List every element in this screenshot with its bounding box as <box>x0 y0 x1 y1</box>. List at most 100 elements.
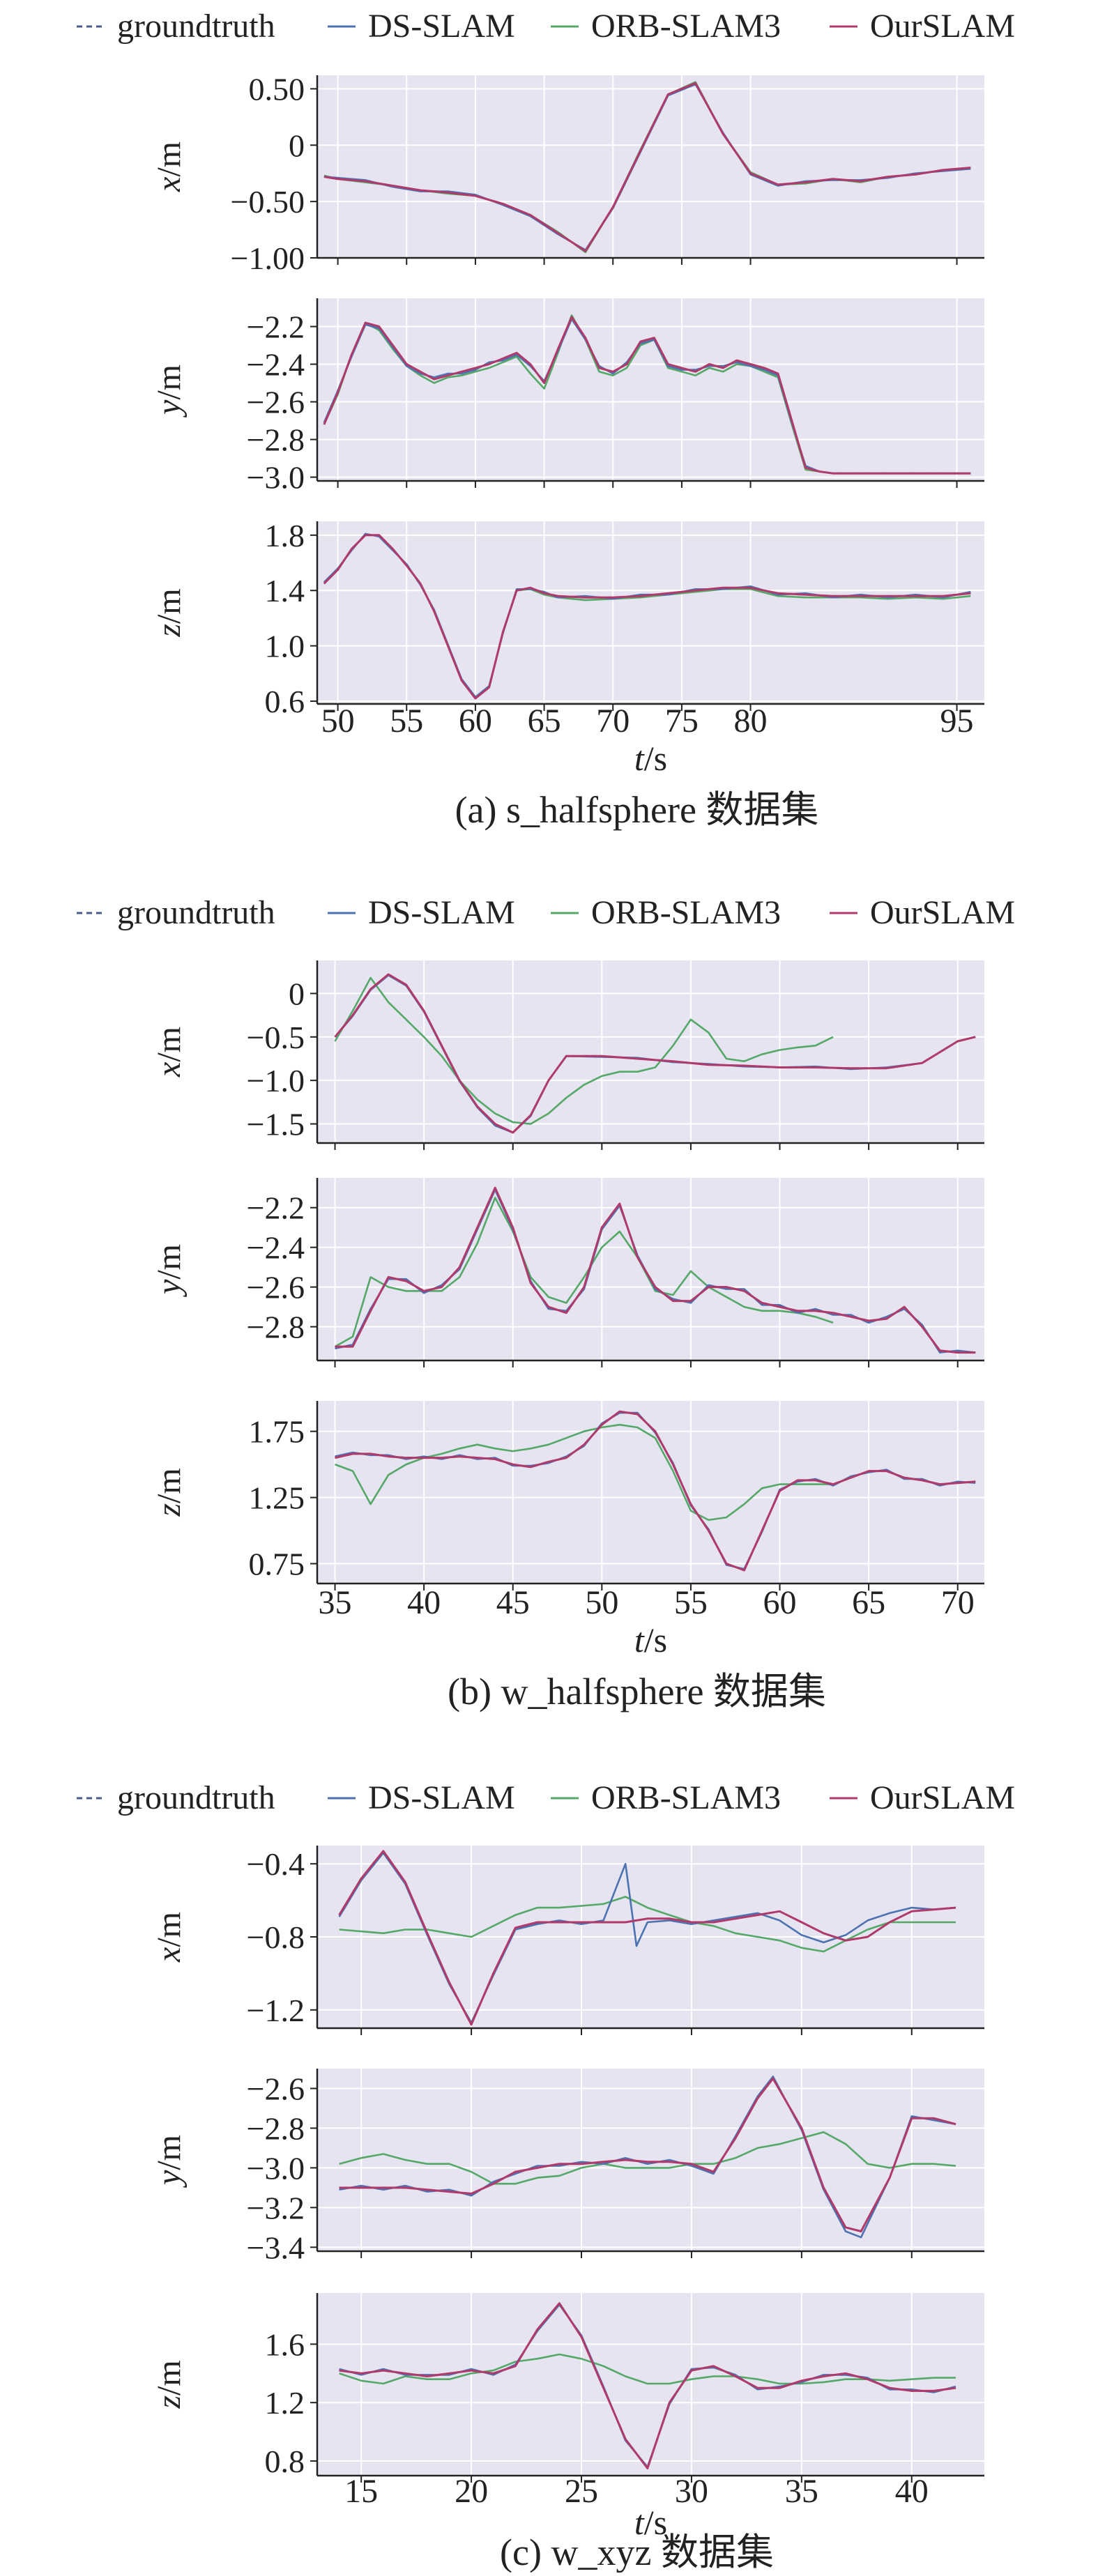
legend-label-ds-slam: DS-SLAM <box>368 8 515 45</box>
panel-x: 0 −0.5 −1.0 −1.5 x/m <box>151 960 984 1150</box>
panel-y: −2.6 −2.8 −3.0 −3.2 −3.4 y/m <box>151 2069 984 2265</box>
y-axis-unit: /m <box>151 2135 188 2170</box>
y-tick-label: −2.8 <box>247 2110 305 2146</box>
y-tick-label: 0 <box>289 976 305 1011</box>
x-tick-label: 65 <box>528 703 561 739</box>
panel-z: 1.6 1.2 0.8 z/m <box>151 2293 984 2483</box>
y-tick-label: −2.4 <box>247 1230 305 1266</box>
legend-label-groundtruth: groundtruth <box>117 894 275 931</box>
y-axis-var: z <box>151 624 188 638</box>
series-line-orb-slam3 <box>334 976 834 1125</box>
legend-label-ds-slam: DS-SLAM <box>368 894 515 931</box>
x-tick-label: 55 <box>390 703 423 739</box>
figure-a: groundtruth DS-SLAM ORB-SLAM3 OurSLAM 0.50 0 −… <box>77 8 1015 831</box>
x-tick-label: 95 <box>940 703 974 739</box>
legend-label-groundtruth: groundtruth <box>117 8 275 45</box>
y-tick-label: −1.2 <box>247 1993 305 2028</box>
y-axis-unit: /m <box>151 141 188 177</box>
x-tick-label: 60 <box>459 703 492 739</box>
y-axis-var: y <box>151 1279 188 1298</box>
legend-label-ourslam: OurSLAM <box>870 1779 1015 1816</box>
legend-label-ds-slam: DS-SLAM <box>368 1779 515 1816</box>
x-tick-label: 70 <box>596 703 630 739</box>
x-axis-unit: /s <box>644 1620 667 1659</box>
series-line-ourslam <box>335 1410 976 1572</box>
y-axis-var: x <box>151 1062 188 1078</box>
figure-caption: (c) w_xyz 数据集 <box>500 2531 774 2573</box>
x-tick-label: 55 <box>674 1584 708 1621</box>
series-line-orb-slam3 <box>339 1896 956 1953</box>
series-line-orb-slam3 <box>323 314 971 475</box>
y-axis-label: y/m <box>151 365 188 418</box>
y-tick-label: 1.6 <box>265 2326 305 2362</box>
y-axis-unit: /m <box>151 2360 188 2395</box>
x-tick-label: 65 <box>852 1584 885 1621</box>
panel-z: 1.75 1.25 0.75 z/m <box>151 1401 984 1590</box>
y-tick-label: −2.6 <box>247 2071 305 2106</box>
series-line-ourslam <box>335 1186 976 1354</box>
x-tick-label: 15 <box>344 2473 378 2510</box>
x-tick-label: 35 <box>785 2473 818 2510</box>
y-tick-label: −2.2 <box>247 1190 305 1226</box>
panel-background <box>317 521 984 704</box>
y-tick-label: −1.00 <box>231 240 305 276</box>
x-axis-unit: /s <box>644 739 667 778</box>
x-tick-label: 50 <box>321 703 355 739</box>
figure-caption: (a) s_halfsphere 数据集 <box>455 789 819 831</box>
y-tick-label: 0.75 <box>249 1547 305 1582</box>
series-line-ourslam <box>339 2302 956 2469</box>
y-axis-label: z/m <box>151 588 188 637</box>
figure-caption: (b) w_halfsphere 数据集 <box>448 1671 826 1712</box>
y-axis-unit: /m <box>151 588 188 624</box>
x-tick-label: 75 <box>665 703 699 739</box>
panel-y: −2.2 −2.4 −2.6 −2.8 y/m <box>151 1178 984 1367</box>
y-tick-label: −2.6 <box>247 385 305 420</box>
panel-background <box>317 960 984 1143</box>
x-tick-label: 25 <box>565 2473 598 2510</box>
x-axis-var: t <box>634 739 645 778</box>
panel-background <box>317 75 984 258</box>
x-tick-label: 70 <box>941 1584 975 1621</box>
x-axis-unit: /s <box>644 2503 667 2542</box>
legend-label-ourslam: OurSLAM <box>870 894 1015 931</box>
y-axis-var: z <box>151 1503 188 1517</box>
y-tick-label: 1.8 <box>265 518 305 553</box>
x-tick-label: 45 <box>496 1584 530 1621</box>
y-axis-label: y/m <box>151 2135 188 2188</box>
y-axis-label: x/m <box>151 141 188 192</box>
y-axis-var: z <box>151 2395 188 2409</box>
y-tick-label: −1.0 <box>247 1063 305 1098</box>
y-axis-label: x/m <box>151 1027 188 1078</box>
series-line-orb-slam3 <box>339 2131 956 2185</box>
x-axis-var: t <box>634 1620 645 1659</box>
series-line-ourslam <box>323 534 971 700</box>
y-tick-label: 1.75 <box>249 1414 305 1450</box>
y-tick-label: 1.4 <box>265 573 305 608</box>
panel-x: 0.50 0 −0.50 −1.00 x/m <box>151 71 984 276</box>
y-axis-unit: /m <box>151 1468 188 1503</box>
y-tick-label: −3.0 <box>247 2150 305 2186</box>
legend-label-orb-slam3: ORB-SLAM3 <box>591 1779 781 1816</box>
y-axis-label: y/m <box>151 1244 188 1298</box>
y-tick-label: 1.2 <box>265 2385 305 2421</box>
series-line-ourslam <box>334 973 976 1134</box>
y-axis-label: z/m <box>151 1468 188 1517</box>
y-axis-unit: /m <box>151 1027 188 1062</box>
legend-label-orb-slam3: ORB-SLAM3 <box>591 8 781 45</box>
y-tick-label: −2.8 <box>247 422 305 458</box>
y-axis-label: z/m <box>151 2360 188 2409</box>
x-axis-label: t/s <box>634 2503 667 2542</box>
legend-label-orb-slam3: ORB-SLAM3 <box>591 894 781 931</box>
y-tick-label: −0.5 <box>247 1020 305 1055</box>
x-tick-label: 50 <box>585 1584 618 1621</box>
series-line-ds-slam <box>335 1188 976 1354</box>
panel-y: −2.2−2.4−2.6−2.8−3.0 y/m <box>151 298 984 496</box>
y-axis-unit: /m <box>151 1244 188 1280</box>
x-tick-label: 40 <box>895 2473 929 2510</box>
x-tick-label: 20 <box>455 2473 488 2510</box>
y-tick-label: −2.8 <box>247 1310 305 1345</box>
legend-label-groundtruth: groundtruth <box>117 1779 275 1816</box>
y-tick-label: 1.0 <box>265 629 305 664</box>
x-tick-label: 30 <box>675 2473 708 2510</box>
panel-background <box>317 1178 984 1360</box>
